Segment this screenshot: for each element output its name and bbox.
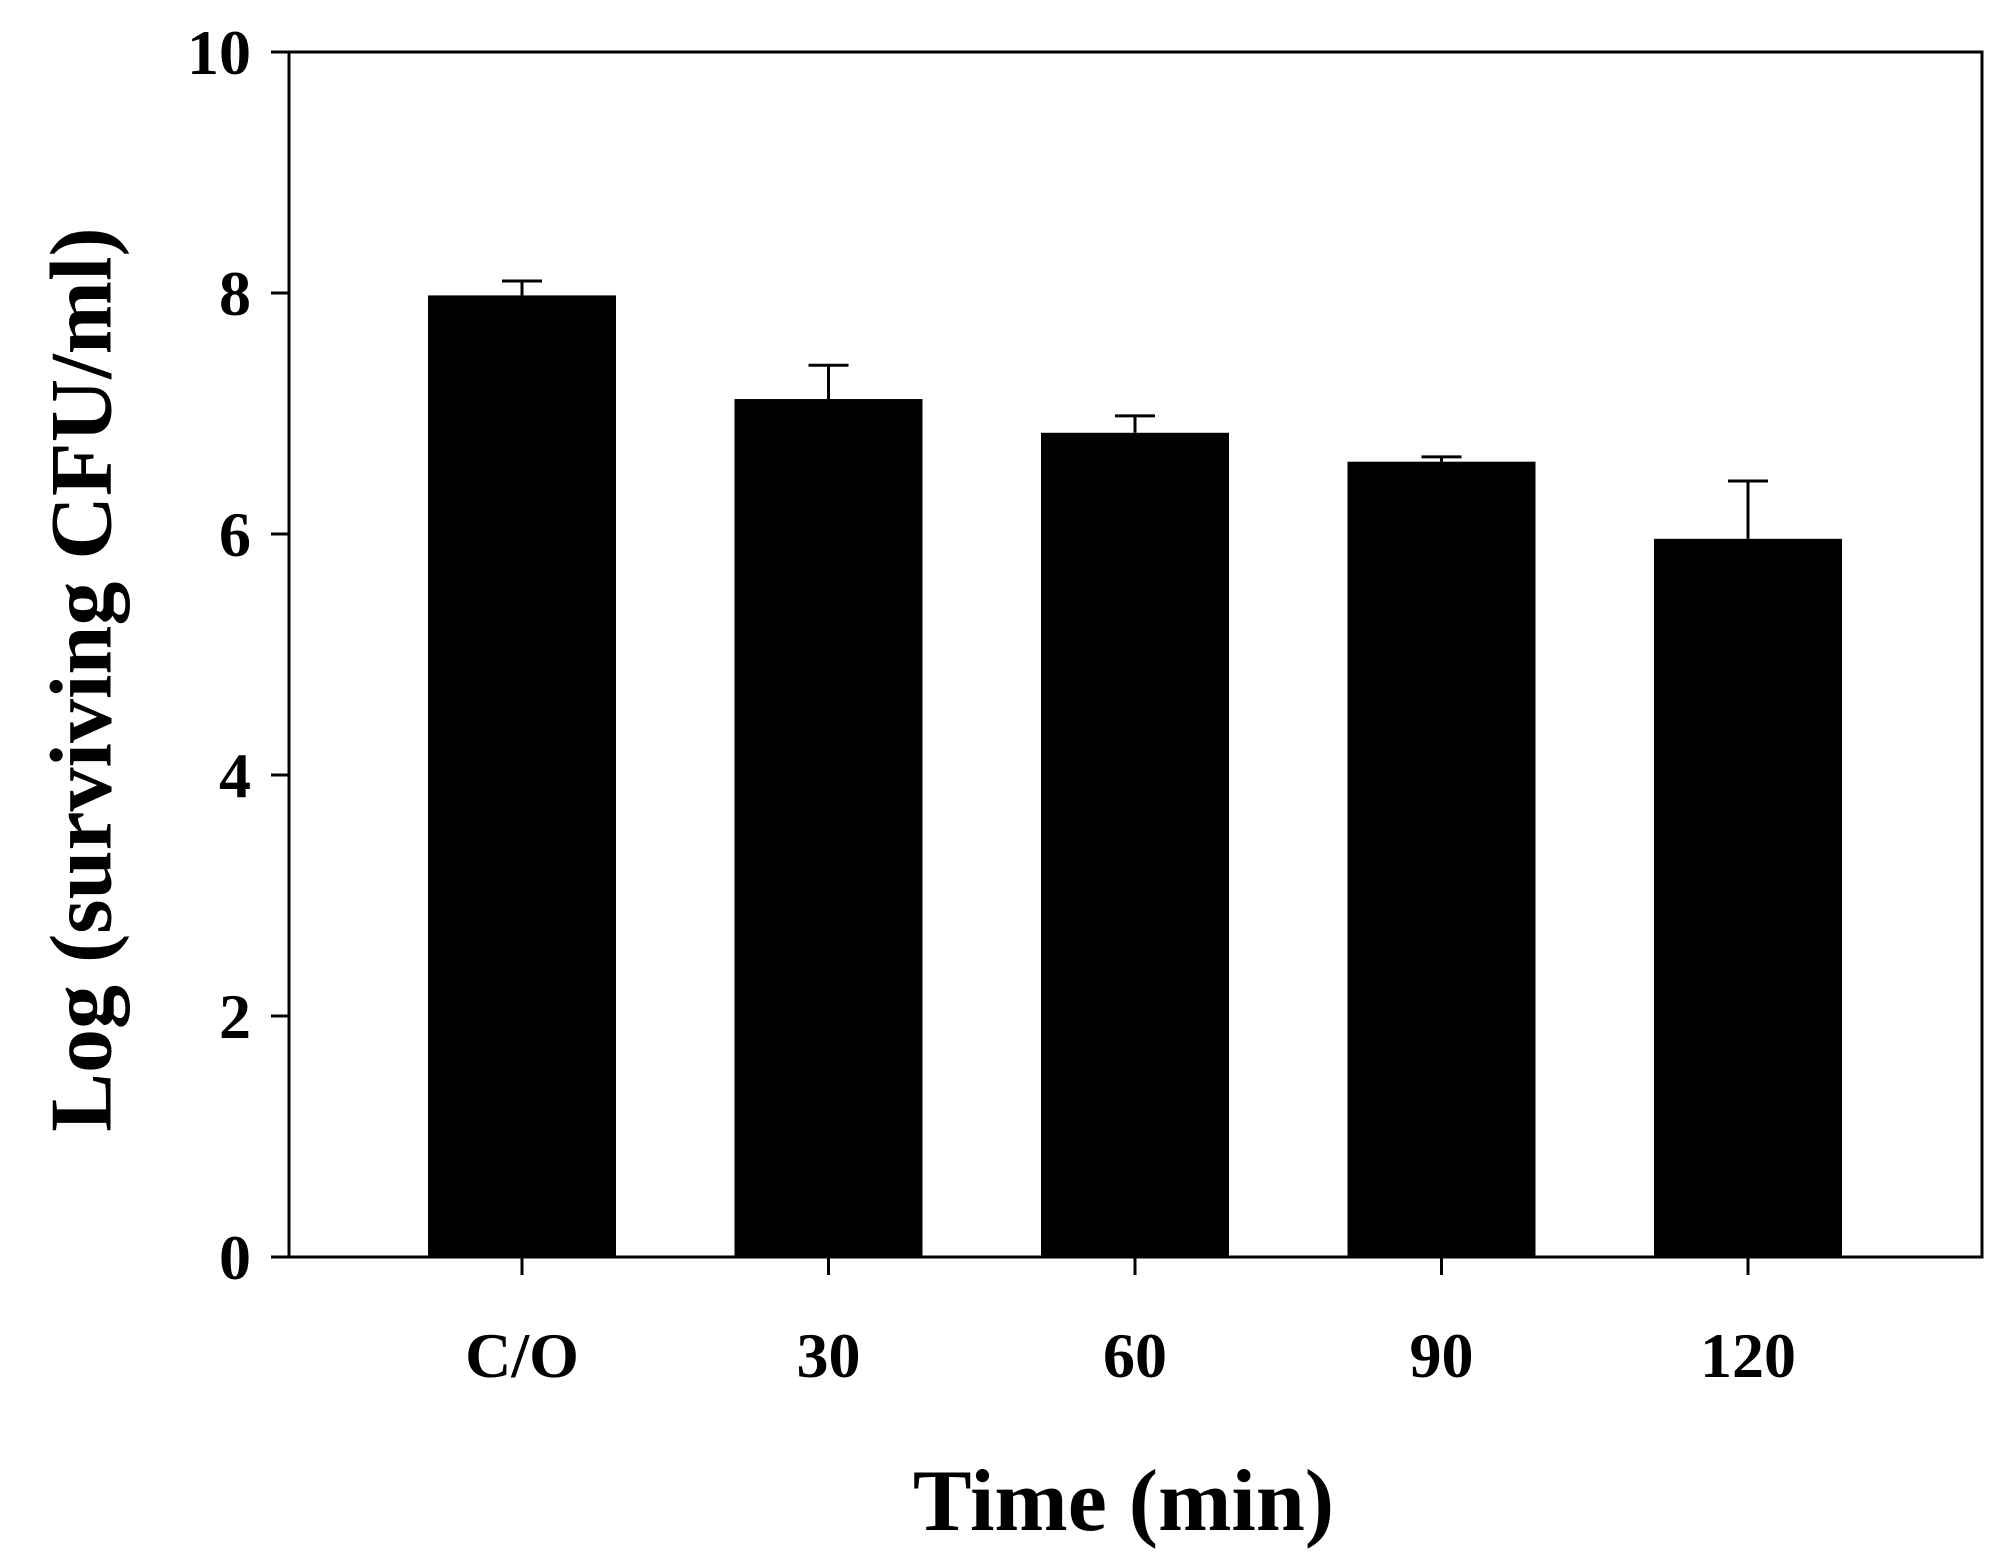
y-tick-label: 0	[219, 1222, 251, 1293]
y-axis-title: Log (surviving CFU/ml)	[34, 227, 131, 1131]
x-axis-title: Time (min)	[913, 1453, 1334, 1550]
y-tick-label: 6	[219, 499, 251, 570]
y-tick-label: 4	[219, 740, 251, 811]
y-axis: 0 2 4 6 8 10	[187, 17, 289, 1293]
y-tick-label: 8	[219, 258, 251, 329]
bar-90	[1347, 461, 1536, 1257]
bars-layer	[428, 295, 1842, 1257]
y-tick-label: 2	[219, 981, 251, 1052]
x-tick-label: 120	[1700, 1320, 1796, 1391]
bar-c-o	[428, 295, 616, 1257]
y-tick-label: 10	[187, 17, 251, 88]
x-tick-label: 90	[1410, 1320, 1474, 1391]
bar-30	[734, 399, 923, 1257]
x-tick-label: C/O	[465, 1320, 579, 1391]
bar-120	[1654, 538, 1842, 1257]
x-tick-label: 30	[797, 1320, 861, 1391]
x-tick-label: 60	[1103, 1320, 1167, 1391]
error-bars-layer	[502, 279, 1768, 539]
bar-60	[1041, 432, 1229, 1257]
x-axis: C/O 30 60 90 120	[465, 1257, 1796, 1391]
